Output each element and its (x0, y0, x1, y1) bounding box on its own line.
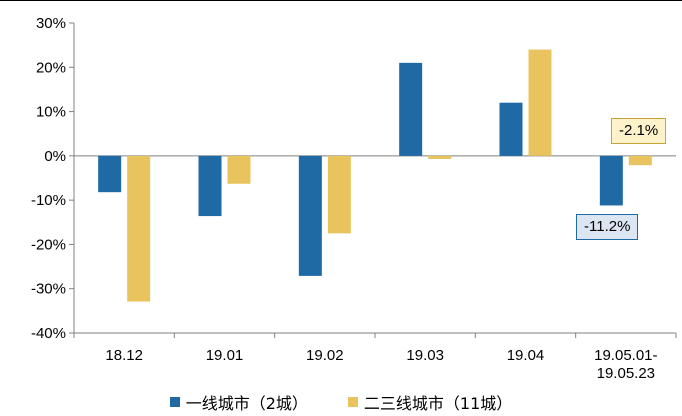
y-tick-label: 20% (36, 59, 66, 76)
y-tick-label: 30% (36, 15, 66, 32)
y-tick-label: -30% (31, 281, 66, 298)
annotation-callout-blue: -11.2% (576, 214, 639, 240)
bar-tier23-4 (528, 49, 552, 156)
bar-tier23-0 (127, 155, 151, 302)
legend-swatch-tier1 (169, 397, 180, 407)
bar-tier1-2 (298, 155, 322, 276)
y-tick-label: 10% (36, 104, 66, 121)
y-tick-label: -10% (31, 192, 66, 209)
bar-tier1-3 (399, 62, 423, 156)
x-tick-label: 19.05.01-19.05.23 (594, 347, 657, 382)
bar-tier1-5 (599, 155, 623, 206)
x-tick-label: 19.04 (507, 347, 545, 364)
bar-tier1-4 (499, 102, 523, 156)
bar-tier23-2 (327, 155, 351, 234)
legend-label-tier1: 一线城市（2城） (185, 394, 308, 413)
x-tick-label: 18.12 (105, 347, 143, 364)
legend: 一线城市（2城） 二三线城市（11城） (0, 390, 682, 414)
legend-item-tier23: 二三线城市（11城） (347, 390, 513, 414)
y-tick-label: -20% (31, 236, 66, 253)
x-tick-label: 19.01 (206, 347, 244, 364)
top-rule (0, 0, 682, 1)
bar-tier23-3 (428, 155, 452, 159)
y-tick-label: 0% (44, 148, 66, 165)
annotation-callout-yellow: -2.1% (611, 118, 667, 144)
y-tick-label: -40% (31, 325, 66, 342)
x-tick-label: 19.03 (406, 347, 444, 364)
legend-item-tier1: 一线城市（2城） (169, 390, 308, 414)
bar-tier1-0 (98, 155, 122, 193)
bar-tier23-1 (227, 155, 251, 184)
bar-tier1-1 (198, 155, 222, 217)
bar-chart: -40% -30% -20% -10% 0% 10% 20% 30% 18.12 19.01 19.… (31, 15, 677, 382)
bar-tier23-5 (628, 155, 652, 166)
legend-swatch-tier23 (347, 397, 358, 407)
legend-label-tier23: 二三线城市（11城） (363, 394, 513, 413)
x-tick-label: 19.02 (306, 347, 344, 364)
